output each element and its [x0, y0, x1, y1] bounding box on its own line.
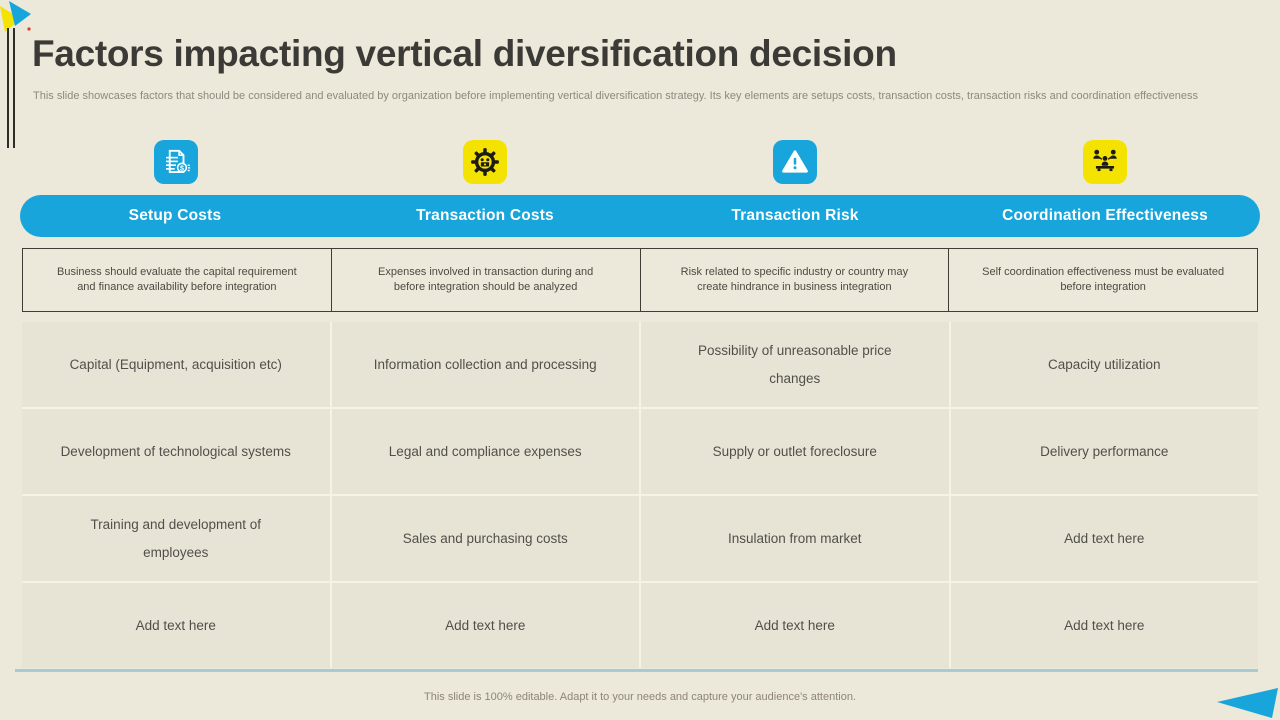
- table-cell[interactable]: Sales and purchasing costs: [331, 496, 639, 581]
- description-row: Business should evaluate the capital req…: [22, 248, 1258, 312]
- table-cell[interactable]: Supply or outlet foreclosure: [641, 409, 949, 494]
- document-money-icon: $: [154, 140, 198, 184]
- category-header-bar: Setup Costs Transaction Costs Transactio…: [20, 195, 1260, 237]
- slide-subtitle: This slide showcases factors that should…: [33, 90, 1198, 102]
- warning-triangle-icon: [773, 140, 817, 184]
- paper-plane-decoration-icon: [0, 1, 31, 32]
- description-transaction-risk[interactable]: Risk related to specific industry or cou…: [639, 248, 950, 312]
- table-cell[interactable]: Add text here: [22, 583, 330, 668]
- svg-text:$: $: [180, 165, 184, 172]
- header-transaction-risk[interactable]: Transaction Risk: [731, 207, 859, 224]
- table-cell[interactable]: Add text here: [950, 583, 1258, 668]
- table-cell[interactable]: Capital (Equipment, acquisition etc): [22, 322, 330, 407]
- table-cell[interactable]: Information collection and processing: [331, 322, 639, 407]
- header-coordination-effectiveness[interactable]: Coordination Effectiveness: [1002, 207, 1208, 224]
- arrow-decoration-bottom-right: [1217, 688, 1278, 718]
- description-coordination-effectiveness[interactable]: Self coordination effectiveness must be …: [948, 248, 1258, 312]
- table-cell[interactable]: Delivery performance: [950, 409, 1258, 494]
- team-meeting-icon: [1083, 140, 1127, 184]
- footer-note: This slide is 100% editable. Adapt it to…: [424, 691, 856, 703]
- header-transaction-costs[interactable]: Transaction Costs: [416, 207, 554, 224]
- slide-title: Factors impacting vertical diversificati…: [32, 33, 897, 74]
- table-cell[interactable]: Legal and compliance expenses: [331, 409, 639, 494]
- divider-line: [15, 669, 1258, 672]
- header-setup-costs[interactable]: Setup Costs: [128, 207, 222, 224]
- table-cell[interactable]: Add text here: [950, 496, 1258, 581]
- vertical-accent-line: [13, 28, 15, 148]
- table-cell[interactable]: Development of technological systems: [22, 409, 330, 494]
- table-cell[interactable]: Add text here: [641, 583, 949, 668]
- vertical-accent-line: [7, 28, 9, 148]
- table-cell[interactable]: Training and development of employees: [22, 496, 330, 581]
- description-setup-costs[interactable]: Business should evaluate the capital req…: [22, 248, 332, 312]
- factors-table: Capital (Equipment, acquisition etc) Inf…: [22, 322, 1258, 668]
- table-cell[interactable]: Add text here: [331, 583, 639, 668]
- table-cell[interactable]: Insulation from market: [641, 496, 949, 581]
- table-cell[interactable]: Capacity utilization: [950, 322, 1258, 407]
- description-transaction-costs[interactable]: Expenses involved in transaction during …: [330, 248, 641, 312]
- gear-money-icon: [463, 140, 507, 184]
- table-cell[interactable]: Possibility of unreasonable price change…: [641, 322, 949, 407]
